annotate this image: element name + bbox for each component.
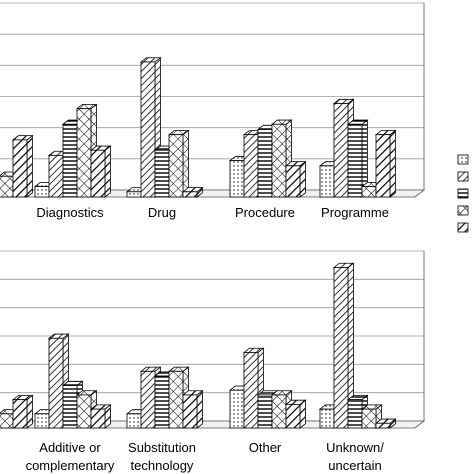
bar-front [76, 394, 92, 429]
bar [374, 129, 397, 198]
category-label: Unknown/ [326, 440, 384, 455]
bar-front [34, 186, 50, 198]
chart-panel-top: Diagnostics Drug Procedure Programme [0, 2, 426, 220]
bar-front [229, 160, 245, 198]
bar-front [375, 422, 391, 429]
bar-front [182, 394, 198, 429]
bar-front [34, 413, 50, 429]
bar-front [62, 123, 78, 198]
bar-front [333, 103, 349, 198]
category-label: Substitution [128, 440, 196, 455]
bar-front [12, 139, 28, 198]
bar-front [361, 408, 377, 429]
category-label: complementary [26, 458, 115, 473]
bar-side [104, 145, 111, 198]
bar-front [140, 61, 156, 198]
bar-side [389, 129, 396, 198]
category-label: Additive or [39, 440, 101, 455]
bar-front [62, 385, 78, 429]
bar-side [299, 160, 306, 198]
bar [11, 134, 34, 198]
bar-side [26, 394, 33, 429]
bar-front [12, 399, 28, 429]
bar-side [196, 389, 203, 429]
bar-side [182, 129, 189, 198]
bar [167, 129, 190, 198]
bar-front [285, 165, 301, 198]
bar-front [126, 191, 142, 198]
bar-front [243, 352, 259, 429]
bar-front [319, 408, 335, 429]
bar [284, 160, 307, 198]
legend-swatch [457, 171, 469, 182]
category-label: Procedure [235, 205, 295, 220]
bar [181, 186, 204, 198]
bar-front [140, 370, 156, 429]
bar-front [243, 134, 259, 198]
bar-front [48, 155, 64, 198]
bar-front [257, 129, 273, 198]
bar-front [154, 149, 170, 198]
bar [89, 404, 112, 429]
bar-front [375, 134, 391, 198]
bar [181, 389, 204, 429]
bar-front [257, 394, 273, 429]
legend [457, 154, 469, 233]
category-label: Drug [148, 205, 176, 220]
bar-front [154, 375, 170, 429]
bar [47, 333, 70, 429]
bar-front [76, 108, 92, 198]
category-label: technology [131, 458, 194, 473]
legend-swatch [457, 222, 469, 233]
bar-front [0, 413, 14, 429]
bar-front [361, 186, 377, 198]
bar-front [90, 149, 106, 198]
legend-swatch [457, 154, 469, 165]
bar-front [229, 389, 245, 429]
category-label: uncertain [328, 458, 381, 473]
category-label: Programme [321, 205, 389, 220]
bar-front [347, 399, 363, 429]
bar [374, 418, 397, 429]
bar-front [168, 134, 184, 198]
bar-front [271, 123, 287, 198]
bar-front [319, 165, 335, 198]
bar-front [168, 370, 184, 429]
bar-front [347, 123, 363, 198]
bar [284, 399, 307, 429]
bar [11, 394, 34, 429]
legend-swatch [457, 205, 469, 216]
bar-side [26, 134, 33, 198]
bar-front [48, 337, 64, 429]
bar-side [299, 399, 306, 429]
bar-front [90, 408, 106, 429]
bar-front [126, 413, 142, 429]
category-label: Diagnostics [36, 205, 104, 220]
bar-front [271, 394, 287, 429]
bar [89, 145, 112, 198]
legend-swatch [457, 188, 469, 199]
chart-panel-bottom: ndreAdditive orcomplementarySubstitution… [0, 250, 426, 473]
category-label: Other [249, 440, 282, 455]
bar-front [285, 403, 301, 429]
bar-front [0, 175, 14, 198]
bar-front [182, 191, 198, 198]
bar-front [333, 267, 349, 429]
bar [332, 262, 355, 429]
bar [242, 347, 265, 429]
